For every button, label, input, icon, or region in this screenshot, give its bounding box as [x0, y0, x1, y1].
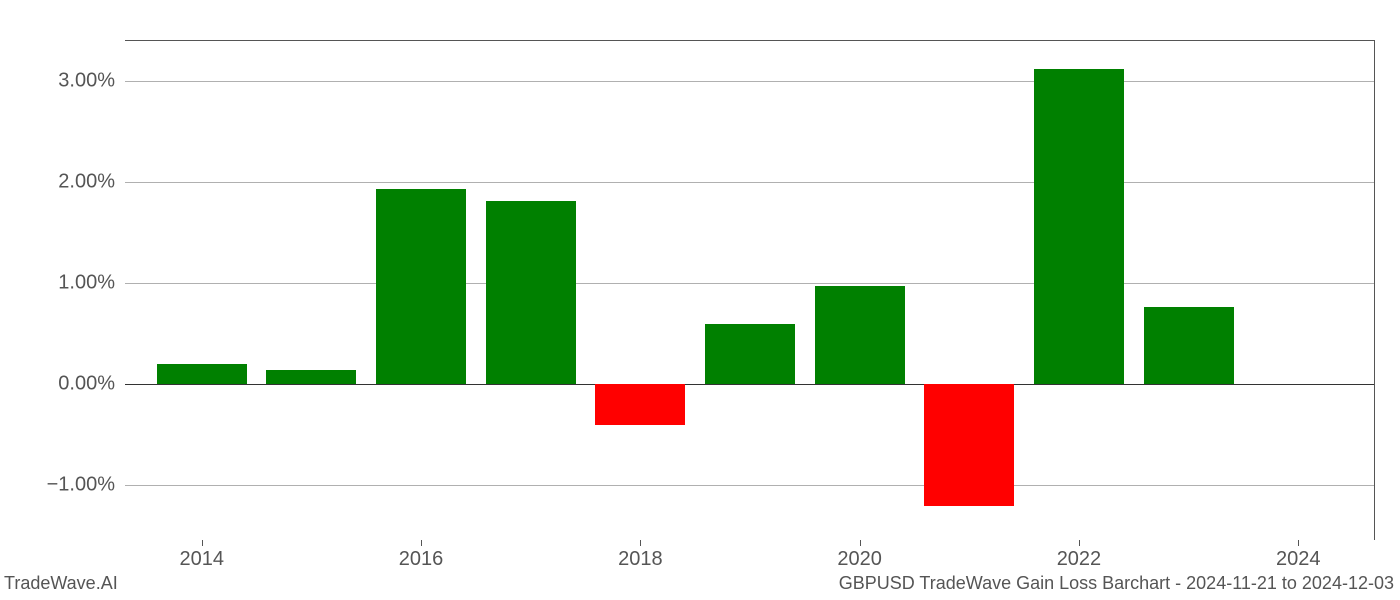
footer-left: TradeWave.AI	[4, 573, 118, 594]
x-tick-label: 2022	[1057, 548, 1102, 571]
bar-2022	[1034, 69, 1124, 384]
x-tick-mark	[202, 540, 203, 546]
bar-2021	[924, 384, 1014, 505]
bar-2015	[266, 370, 356, 384]
x-tick-label: 2014	[180, 548, 225, 571]
x-tick-mark	[421, 540, 422, 546]
chart-container: −1.00%0.00%1.00%2.00%3.00%20142016201820…	[125, 40, 1375, 540]
gridline	[125, 81, 1374, 82]
plot-area: −1.00%0.00%1.00%2.00%3.00%20142016201820…	[125, 41, 1374, 540]
gridline	[125, 182, 1374, 183]
bar-2019	[705, 324, 795, 385]
bar-2020	[815, 286, 905, 384]
x-tick-mark	[640, 540, 641, 546]
zero-line	[125, 384, 1374, 385]
y-tick-label: −1.00%	[47, 474, 115, 497]
x-tick-mark	[860, 540, 861, 546]
footer-right: GBPUSD TradeWave Gain Loss Barchart - 20…	[839, 573, 1394, 594]
x-tick-mark	[1298, 540, 1299, 546]
y-tick-label: 0.00%	[58, 373, 115, 396]
x-tick-label: 2018	[618, 548, 663, 571]
y-tick-label: 3.00%	[58, 70, 115, 93]
bar-2023	[1144, 307, 1234, 385]
bar-2016	[376, 189, 466, 384]
gridline	[125, 283, 1374, 284]
x-tick-label: 2020	[837, 548, 882, 571]
bar-2014	[157, 364, 247, 384]
y-tick-label: 2.00%	[58, 171, 115, 194]
x-tick-label: 2024	[1276, 548, 1321, 571]
bar-2017	[486, 201, 576, 385]
y-tick-label: 1.00%	[58, 272, 115, 295]
x-tick-label: 2016	[399, 548, 444, 571]
x-tick-mark	[1079, 540, 1080, 546]
bar-2018	[595, 384, 685, 424]
gridline	[125, 485, 1374, 486]
